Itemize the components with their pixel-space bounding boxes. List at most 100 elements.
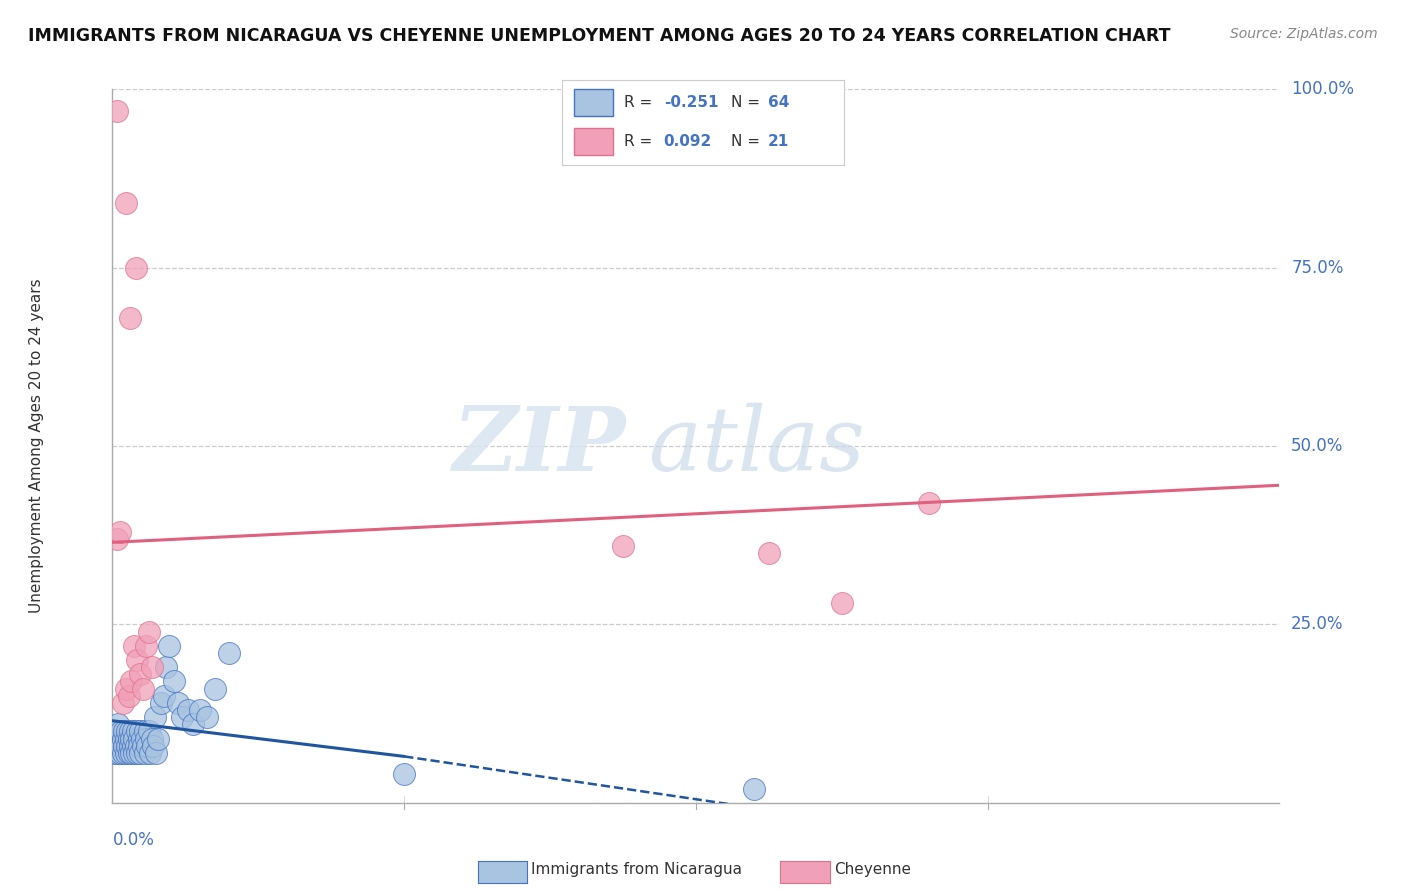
Point xyxy=(114,731,136,746)
Point xyxy=(112,739,135,753)
Point xyxy=(125,260,148,275)
Point xyxy=(157,639,180,653)
Point xyxy=(177,703,200,717)
Text: 50.0%: 50.0% xyxy=(1291,437,1344,455)
Point xyxy=(612,539,634,553)
Point xyxy=(129,746,152,760)
Point xyxy=(146,731,169,746)
Point xyxy=(120,746,142,760)
Point xyxy=(112,724,135,739)
Point xyxy=(105,103,128,118)
Text: ZIP: ZIP xyxy=(453,403,626,489)
Point xyxy=(120,731,142,746)
Point xyxy=(118,724,141,739)
Point xyxy=(139,746,162,760)
Point xyxy=(204,681,226,696)
Text: -0.251: -0.251 xyxy=(664,95,718,110)
Point xyxy=(127,746,149,760)
Bar xyxy=(574,128,613,155)
Text: atlas: atlas xyxy=(650,402,865,490)
Point xyxy=(145,746,167,760)
Point xyxy=(141,660,163,674)
Point xyxy=(134,724,156,739)
Point xyxy=(758,546,780,560)
Point xyxy=(111,696,134,710)
Text: 21: 21 xyxy=(768,134,789,149)
Point xyxy=(114,196,136,211)
Point xyxy=(122,724,145,739)
Text: 25.0%: 25.0% xyxy=(1291,615,1344,633)
Point xyxy=(135,731,157,746)
Point xyxy=(108,524,131,539)
Point xyxy=(132,739,155,753)
Point xyxy=(103,746,125,760)
Point xyxy=(118,739,141,753)
Point xyxy=(188,703,211,717)
Point xyxy=(104,739,127,753)
Point xyxy=(141,731,163,746)
Point xyxy=(163,674,186,689)
Point xyxy=(918,496,941,510)
Point xyxy=(742,781,765,796)
Point xyxy=(131,731,153,746)
Point xyxy=(115,739,138,753)
Point xyxy=(143,710,166,724)
Point xyxy=(167,696,190,710)
Text: R =: R = xyxy=(624,95,658,110)
Text: 0.0%: 0.0% xyxy=(112,831,155,849)
Point xyxy=(107,717,129,731)
Point xyxy=(128,739,150,753)
Point xyxy=(149,696,172,710)
Point xyxy=(218,646,240,660)
Point xyxy=(392,767,416,781)
Text: N =: N = xyxy=(731,134,765,149)
Text: IMMIGRANTS FROM NICARAGUA VS CHEYENNE UNEMPLOYMENT AMONG AGES 20 TO 24 YEARS COR: IMMIGRANTS FROM NICARAGUA VS CHEYENNE UN… xyxy=(28,27,1171,45)
Point xyxy=(111,731,134,746)
Point xyxy=(105,746,128,760)
Text: 64: 64 xyxy=(768,95,789,110)
Point xyxy=(124,639,146,653)
Point xyxy=(125,739,148,753)
Point xyxy=(105,532,128,546)
Point xyxy=(135,639,157,653)
Point xyxy=(129,667,152,681)
Text: Cheyenne: Cheyenne xyxy=(834,863,911,877)
Point xyxy=(124,731,146,746)
Point xyxy=(110,739,132,753)
Point xyxy=(108,731,131,746)
Text: 75.0%: 75.0% xyxy=(1291,259,1344,277)
Point xyxy=(152,689,174,703)
Point xyxy=(108,746,131,760)
Point xyxy=(127,724,149,739)
Point xyxy=(117,689,139,703)
Point xyxy=(138,724,160,739)
Point xyxy=(134,746,156,760)
Point xyxy=(105,731,128,746)
Point xyxy=(155,660,177,674)
Bar xyxy=(574,89,613,116)
Point xyxy=(136,739,159,753)
Point xyxy=(129,724,152,739)
Text: Immigrants from Nicaragua: Immigrants from Nicaragua xyxy=(531,863,742,877)
Point xyxy=(115,724,138,739)
Point xyxy=(111,746,134,760)
Point xyxy=(117,746,139,760)
Point xyxy=(172,710,194,724)
Point xyxy=(831,596,853,610)
Point xyxy=(138,624,160,639)
Point xyxy=(142,739,165,753)
Text: 0.092: 0.092 xyxy=(664,134,711,149)
Point xyxy=(110,724,132,739)
Text: Source: ZipAtlas.com: Source: ZipAtlas.com xyxy=(1230,27,1378,41)
Point xyxy=(114,746,136,760)
Point xyxy=(124,746,146,760)
Text: Unemployment Among Ages 20 to 24 years: Unemployment Among Ages 20 to 24 years xyxy=(30,278,44,614)
Point xyxy=(114,681,136,696)
Point xyxy=(117,731,139,746)
Text: R =: R = xyxy=(624,134,658,149)
Point xyxy=(128,731,150,746)
Point xyxy=(127,653,149,667)
Point xyxy=(181,717,204,731)
Point xyxy=(107,739,129,753)
Text: 100.0%: 100.0% xyxy=(1291,80,1354,98)
